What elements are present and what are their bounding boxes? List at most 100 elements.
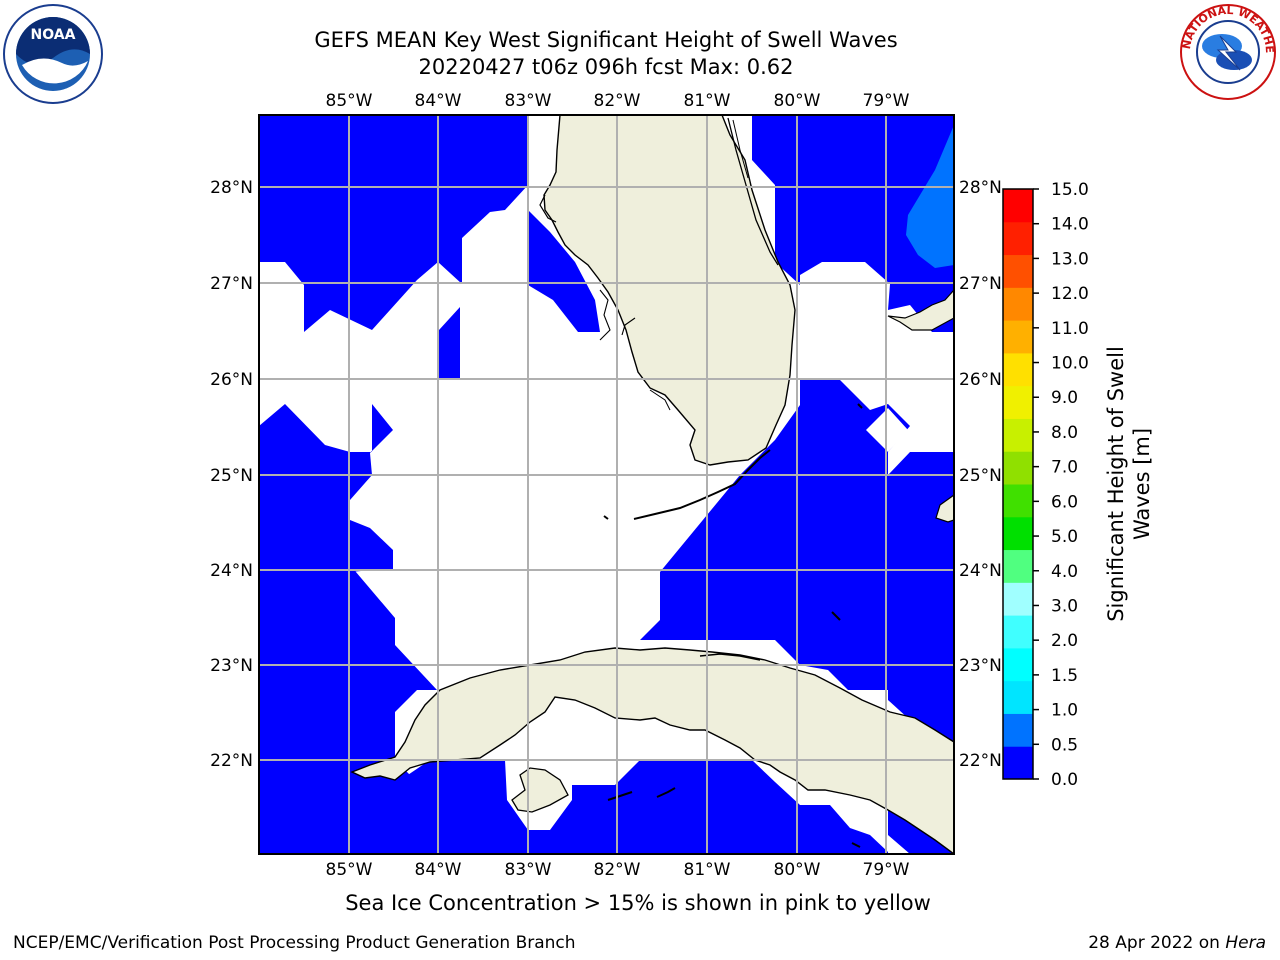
lat-labels-right: 28°N 27°N 26°N 25°N 24°N 23°N 22°N bbox=[959, 178, 1002, 771]
cays-south bbox=[607, 791, 633, 801]
lon-label: 83°W bbox=[505, 91, 552, 111]
swell-field-mid bbox=[906, 125, 954, 268]
colorbar-tick-label: 0.5 bbox=[1051, 735, 1078, 755]
colorbar-swatch bbox=[1003, 287, 1033, 321]
colorbar-swatch bbox=[1003, 352, 1033, 387]
colorbar-tick-label: 2.0 bbox=[1051, 631, 1078, 651]
lat-label: 28°N bbox=[210, 178, 253, 198]
colorbar-tick-label: 6.0 bbox=[1051, 492, 1078, 512]
coastline-tampa bbox=[539, 194, 557, 223]
footer-date-text: 28 Apr 2022 on bbox=[1088, 933, 1220, 953]
lon-label: 82°W bbox=[594, 860, 641, 880]
colorbar-swatch bbox=[1003, 221, 1033, 256]
lat-label: 23°N bbox=[959, 656, 1002, 676]
islet-bimini bbox=[857, 403, 863, 409]
colorbar-swatch bbox=[1003, 320, 1033, 354]
lat-label: 27°N bbox=[959, 274, 1002, 294]
coastline-east bbox=[727, 117, 779, 266]
land-florida bbox=[543, 115, 796, 466]
colorbar-tick-label: 14.0 bbox=[1051, 215, 1089, 235]
colorbar-tick-label: 1.5 bbox=[1051, 666, 1078, 686]
colorbar-labels: 0.0 0.5 1.0 1.5 2.0 3.0 4.0 5.0 6.0 7.0 8.0 9.0 10.0… bbox=[1051, 180, 1089, 790]
colorbar-swatch bbox=[1003, 746, 1033, 780]
florida-keys bbox=[633, 449, 771, 520]
cays-jardines bbox=[656, 787, 676, 798]
lon-label: 85°W bbox=[326, 91, 373, 111]
lat-label: 26°N bbox=[210, 370, 253, 390]
lon-label: 81°W bbox=[684, 860, 731, 880]
lon-labels-bottom: 85°W 84°W 83°W 82°W 81°W 80°W 79°W bbox=[326, 860, 910, 880]
colorbar-swatches bbox=[1003, 189, 1033, 780]
lat-label: 25°N bbox=[210, 466, 253, 486]
colorbar-title-line1: Significant Height of Swell bbox=[1104, 346, 1128, 622]
key-west-islet bbox=[603, 515, 609, 520]
noaa-logo: NOAA bbox=[3, 4, 103, 104]
chart-title: GEFS MEAN Key West Significant Height of… bbox=[314, 28, 898, 52]
colorbar-swatch bbox=[1003, 484, 1033, 518]
lon-label: 81°W bbox=[684, 91, 731, 111]
colorbar-swatch bbox=[1003, 385, 1033, 419]
footer-date: 28 Apr 2022 on Hera bbox=[1088, 933, 1266, 953]
footer-host: Hera bbox=[1225, 933, 1266, 953]
lon-label: 84°W bbox=[415, 860, 462, 880]
lon-label: 79°W bbox=[863, 860, 910, 880]
lon-label: 82°W bbox=[594, 91, 641, 111]
footer-branch: NCEP/EMC/Verification Post Processing Pr… bbox=[13, 933, 576, 953]
lon-labels-top: 85°W 84°W 83°W 82°W 81°W 80°W 79°W bbox=[326, 91, 910, 111]
colorbar-tick-label: 0.0 bbox=[1051, 770, 1078, 790]
colorbar-swatch bbox=[1003, 615, 1033, 649]
lon-label: 85°W bbox=[326, 860, 373, 880]
colorbar-tick-label: 1.0 bbox=[1051, 701, 1078, 721]
islet-caymans bbox=[851, 842, 861, 848]
colorbar-swatch bbox=[1003, 189, 1033, 223]
lat-label: 24°N bbox=[210, 561, 253, 581]
colorbar-tick-label: 12.0 bbox=[1051, 284, 1089, 304]
colorbar-swatch bbox=[1003, 254, 1033, 288]
colorbar-tick-label: 11.0 bbox=[1051, 319, 1089, 339]
noaa-logo-text: NOAA bbox=[31, 27, 76, 43]
colorbar-tick-label: 7.0 bbox=[1051, 458, 1078, 478]
colorbar-frame bbox=[1002, 188, 1034, 780]
colorbar-swatch bbox=[1003, 516, 1033, 551]
colorbar-swatch bbox=[1003, 451, 1033, 485]
colorbar-swatch bbox=[1003, 647, 1033, 682]
coastline-naples bbox=[621, 317, 636, 336]
colorbar: 0.0 0.5 1.0 1.5 2.0 3.0 4.0 5.0 6.0 7.0 8.0 9.0 10.0… bbox=[1002, 180, 1154, 790]
lat-label: 23°N bbox=[210, 656, 253, 676]
colorbar-swatch bbox=[1003, 549, 1033, 583]
lat-labels-left: 28°N 27°N 26°N 25°N 24°N 23°N 22°N bbox=[210, 178, 253, 771]
lat-label: 22°N bbox=[210, 751, 253, 771]
colorbar-tick-label: 9.0 bbox=[1051, 388, 1078, 408]
land-grand-bahama bbox=[887, 289, 954, 331]
colorbar-tick-label: 10.0 bbox=[1051, 354, 1089, 374]
land-andros bbox=[935, 494, 954, 523]
colorbar-tick-label: 4.0 bbox=[1051, 562, 1078, 582]
colorbar-title-line2: Waves [m] bbox=[1130, 428, 1154, 540]
lon-label: 84°W bbox=[415, 91, 462, 111]
lon-label: 80°W bbox=[774, 91, 821, 111]
coastline-lagoon bbox=[732, 119, 749, 179]
sea-ice-note: Sea Ice Concentration > 15% is shown in … bbox=[345, 891, 931, 915]
colorbar-swatch bbox=[1003, 713, 1033, 747]
coastline-charlotte bbox=[599, 289, 611, 341]
map-gridlines bbox=[259, 115, 954, 854]
coastline-everglades bbox=[649, 389, 671, 411]
lon-label: 79°W bbox=[863, 91, 910, 111]
lon-label: 83°W bbox=[505, 860, 552, 880]
colorbar-ticks bbox=[1033, 188, 1039, 780]
lat-label: 26°N bbox=[959, 370, 1002, 390]
colorbar-tick-label: 3.0 bbox=[1051, 596, 1078, 616]
islet-cay-sal bbox=[831, 611, 841, 621]
lon-label: 80°W bbox=[774, 860, 821, 880]
lat-label: 24°N bbox=[959, 561, 1002, 581]
colorbar-tick-label: 13.0 bbox=[1051, 249, 1089, 269]
colorbar-tick-label: 5.0 bbox=[1051, 527, 1078, 547]
colorbar-swatch bbox=[1003, 582, 1033, 616]
colorbar-swatch bbox=[1003, 680, 1033, 714]
lat-label: 25°N bbox=[959, 466, 1002, 486]
land-cuba bbox=[350, 647, 954, 854]
map-frame bbox=[258, 114, 955, 855]
lat-label: 27°N bbox=[210, 274, 253, 294]
lat-label: 22°N bbox=[959, 751, 1002, 771]
